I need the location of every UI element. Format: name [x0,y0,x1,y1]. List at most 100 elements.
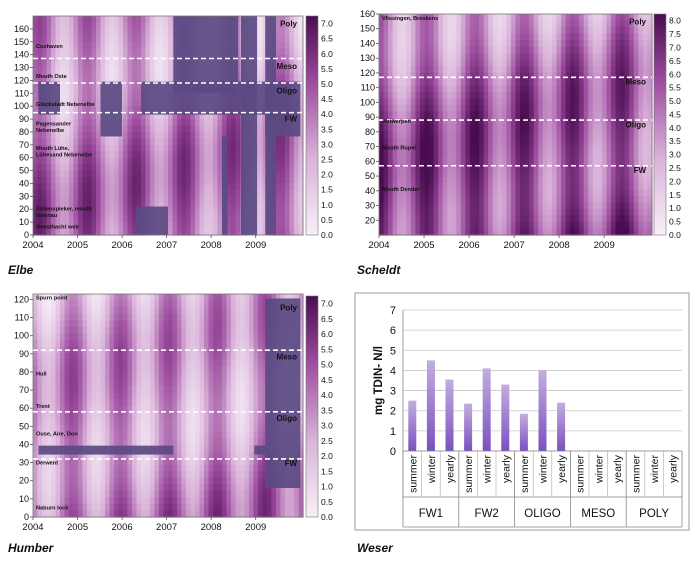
heatmap-cell [516,86,521,93]
heatmap-cell [128,314,133,321]
heatmap-cell [502,99,507,106]
heatmap-cell [60,438,65,445]
heatmap-cell [101,353,106,360]
heatmap-cell [83,229,88,236]
heatmap-cell [123,132,128,139]
heatmap-cell [83,35,88,42]
heatmap-cell [38,29,43,36]
heatmap-cell [186,209,191,216]
heatmap-cell [105,158,110,165]
heatmap-cell [579,222,584,229]
heatmap-cell [534,144,539,151]
heatmap-cell [56,164,61,171]
heatmap-cell [47,497,52,504]
heatmap-cell [638,131,643,138]
heatmap-cell [552,66,557,73]
heatmap-cell [186,196,191,203]
heatmap-cell [506,222,511,229]
heatmap-cell [429,209,434,216]
heatmap-cell [607,60,612,67]
heatmap-cell [493,105,498,112]
heatmap-cell [420,73,425,80]
heatmap-cell [186,164,191,171]
heatmap-cell [65,196,70,203]
heatmap-cell [547,216,552,223]
heatmap-cell [529,222,534,229]
heatmap-cell [96,432,101,439]
heatmap-cell [65,177,70,184]
heatmap-cell [611,196,616,203]
heatmap-cell [393,27,398,34]
heatmap-cell [96,229,101,236]
heatmap-cell [566,209,571,216]
heatmap-cell [420,190,425,197]
heatmap-cell [47,340,52,347]
heatmap-cell [47,183,52,190]
heatmap-cell [543,92,548,99]
heatmap-cell [607,177,612,184]
heatmap-cell [593,92,598,99]
heatmap-cell [146,164,151,171]
heatmap-cell [200,138,205,145]
heatmap-cell [33,80,38,87]
heatmap-cell [484,138,489,145]
heatmap-cell [177,145,182,152]
heatmap-cell [195,203,200,210]
heatmap-cell [584,177,589,184]
heatmap-cell [56,171,61,178]
heatmap-cell [186,119,191,126]
heatmap-cell [393,86,398,93]
heatmap-cell [83,307,88,314]
heatmap-cell [204,164,209,171]
heatmap-cell [402,66,407,73]
heatmap-cell [96,307,101,314]
heatmap-cell [497,53,502,60]
y-tick-label: 110 [15,88,29,98]
heatmap-cell [561,157,566,164]
heatmap-cell [566,170,571,177]
heatmap-cell [493,222,498,229]
heatmap-cell [182,164,187,171]
heatmap-cell [420,40,425,47]
heatmap-cell [411,151,416,158]
heatmap-cell [516,183,521,190]
heatmap-cell [575,203,580,210]
heatmap-cell [119,353,124,360]
heatmap-cell [479,151,484,158]
heatmap-cell [101,314,106,321]
heatmap-cell [607,40,612,47]
heatmap-cell [570,157,575,164]
heatmap-cell [561,79,566,86]
heatmap-cell [114,229,119,236]
heatmap-cell [195,171,200,178]
heatmap-cell [119,48,124,55]
heatmap-cell [602,40,607,47]
heatmap-cell [438,112,443,119]
heatmap-cell [78,333,83,340]
heatmap-cell [33,138,38,145]
heatmap-cell [51,379,56,386]
heatmap-cell [204,158,209,165]
y-tick-label: 30 [365,201,375,211]
heatmap-cell [276,209,281,216]
heatmap-cell [119,61,124,68]
heatmap-cell [128,491,133,498]
heatmap-cell [561,196,566,203]
heatmap-cell [575,86,580,93]
scheldt-panel: 2030405060708090100110120130140150160200… [360,9,681,251]
heatmap-cell [488,34,493,41]
colorbar-tick-label: 5.5 [669,83,681,93]
heatmap-cell [579,216,584,223]
heatmap-cell [132,190,137,197]
heatmap-cell [83,171,88,178]
heatmap-cell [69,190,74,197]
heatmap-cell [146,177,151,184]
heatmap-cell [78,138,83,145]
heatmap-cell [204,229,209,236]
heatmap-cell [411,177,416,184]
heatmap-cell [516,112,521,119]
heatmap-cell [566,157,571,164]
heatmap-cell [493,138,498,145]
heatmap-cell [96,183,101,190]
heatmap-cell [493,203,498,210]
